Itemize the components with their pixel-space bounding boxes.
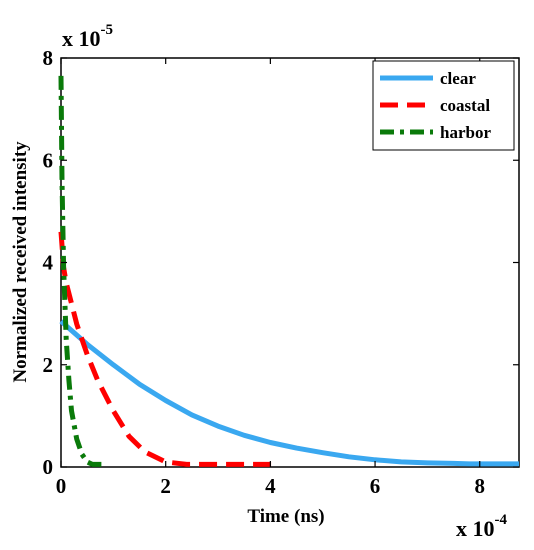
y-tick-label: 2 (43, 353, 54, 377)
x-tick-label: 4 (265, 474, 276, 498)
series-layer (58, 75, 519, 467)
y-tick-label: 6 (43, 148, 54, 172)
y-multiplier: x 10-5 (62, 22, 113, 51)
legend: clear coastal harbor (372, 60, 515, 151)
y-axis-label: Normalized received intensity (10, 141, 31, 383)
x-tick-label: 6 (370, 474, 381, 498)
x-axis-label: Time (ns) (247, 506, 324, 527)
x-tick-label: 8 (474, 474, 485, 498)
y-tick-label: 8 (43, 46, 54, 70)
x-tick-label: 2 (160, 474, 171, 498)
x-multiplier: x 10-4 (456, 512, 507, 541)
series-line-coastal (58, 231, 276, 467)
legend-label-harbor: harbor (440, 123, 491, 142)
y-tick-label: 4 (43, 251, 54, 275)
x-tick-label: 0 (56, 474, 67, 498)
legend-label-clear: clear (440, 69, 476, 88)
series-line-harbor (58, 75, 103, 467)
legend-label-coastal: coastal (440, 96, 490, 115)
ticks-layer: 0 2 4 6 8 0 2 4 6 8 (43, 46, 519, 498)
series-line-clear (59, 319, 519, 467)
y-tick-label: 0 (43, 455, 54, 479)
